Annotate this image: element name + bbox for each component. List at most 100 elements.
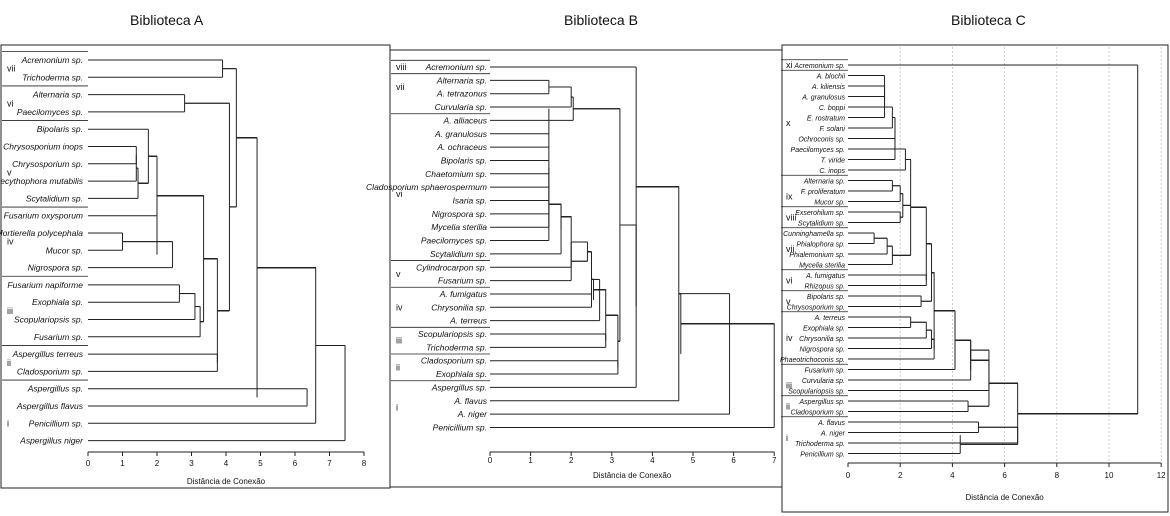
leaf-label-c: Exophiala sp. <box>803 326 845 333</box>
leaf-label-c: Trichoderma sp. <box>795 441 845 448</box>
x-tick-label-a: 2 <box>155 459 160 468</box>
leaf-label-a: Mucor sp. <box>46 245 83 255</box>
title-biblioteca-a: Biblioteca A <box>130 12 204 28</box>
group-label-a-3: iv <box>7 237 14 247</box>
leaf-label-a: Chrysosporium inops <box>3 142 84 152</box>
leaf-label-a: Aspergillus sp. <box>27 384 83 394</box>
leaf-label-b: Paecilomyces sp. <box>421 236 487 246</box>
leaf-label-c: A. terreus <box>814 315 846 322</box>
leaf-label-c: Cunninghamella sp. <box>783 231 845 238</box>
group-label-c-5: vi <box>786 275 793 285</box>
leaf-label-c: Acremonium sp. <box>793 63 845 70</box>
x-tick-label-a: 0 <box>86 459 91 468</box>
group-label-b-0: viii <box>396 62 407 72</box>
x-tick-label-b: 4 <box>650 456 655 465</box>
leaf-label-a: Fusarium oxysporum <box>4 211 83 221</box>
leaf-label-b: A. granulosus <box>434 129 488 139</box>
leaf-label-b: Penicillium sp. <box>433 422 487 432</box>
leaf-label-b: Aspergillus sp. <box>431 382 487 392</box>
x-axis-title-c: Distância de Conexão <box>965 493 1044 502</box>
leaf-label-b: A. ochraceus <box>436 142 487 152</box>
x-tick-label-b: 6 <box>731 456 736 465</box>
leaf-label-c: Rhizopus sp. <box>805 284 846 291</box>
leaf-label-a: Paecilomyces sp. <box>17 107 83 117</box>
x-axis-title-a: Distância de Conexão <box>187 477 266 486</box>
group-label-c-1: x <box>786 118 791 128</box>
x-tick-label-c: 8 <box>1055 471 1060 480</box>
leaf-label-c: A. flavus <box>817 420 845 427</box>
leaf-label-a: Trichoderma sp. <box>22 72 83 82</box>
leaf-label-c: Mucor sp. <box>814 200 845 207</box>
group-label-b-1: vii <box>396 82 405 92</box>
group-label-b-6: ii <box>396 362 400 372</box>
leaf-label-c: F. proliferatum <box>801 189 845 196</box>
leaf-label-a: Aspergillus niger <box>19 436 84 446</box>
group-label-c-7: iv <box>786 333 793 343</box>
group-label-a-5: ii <box>7 358 11 368</box>
leaf-label-a: Aspergillus flavus <box>16 401 84 411</box>
leaf-label-c: Fusarium sp. <box>805 368 846 375</box>
title-biblioteca-b: Biblioteca B <box>564 12 638 28</box>
leaf-label-a: Fusarium sp. <box>34 332 83 342</box>
leaf-label-c: C. inops <box>819 168 845 175</box>
leaf-label-c: Phialemonium sp. <box>789 252 845 259</box>
group-label-c-6: v <box>786 296 791 306</box>
leaf-label-c: A. granulosus <box>801 95 845 102</box>
leaf-label-c: Bipolaris sp. <box>807 294 845 301</box>
group-label-c-0: xi <box>786 60 793 70</box>
x-tick-label-c: 2 <box>898 471 903 480</box>
leaf-label-a: Scytalidium sp. <box>26 193 83 203</box>
x-tick-label-b: 7 <box>772 456 777 465</box>
leaf-label-c: E. rostratum <box>807 116 845 123</box>
leaf-label-b: A. tetrazonus <box>436 89 488 99</box>
group-label-c-3: viii <box>786 212 797 222</box>
leaf-label-b: Mycelia sterilia <box>431 222 487 232</box>
leaf-label-a: Acremonium sp. <box>21 55 83 65</box>
leaf-label-c: A. blochii <box>816 74 846 81</box>
leaf-label-a: Exophiala sp. <box>32 297 83 307</box>
leaf-label-a: Chrysosporium sp. <box>12 159 83 169</box>
leaf-label-c: A. kiliensis <box>811 84 846 91</box>
leaf-label-b: A. alliaceus <box>443 115 488 125</box>
leaf-label-b: Curvularia sp. <box>435 102 487 112</box>
x-tick-label-a: 7 <box>327 459 332 468</box>
x-tick-label-c: 10 <box>1105 471 1114 480</box>
leaf-label-a: Alternaria sp. <box>32 90 83 100</box>
leaf-label-b: Isaria sp. <box>453 196 488 206</box>
leaf-label-c: Nigrospora sp. <box>799 347 845 354</box>
leaf-label-b: Bipolaris sp. <box>441 155 487 165</box>
x-tick-label-a: 1 <box>120 459 125 468</box>
panel-c-frame <box>781 44 1169 513</box>
leaf-label-b: Cladosporium sphaerospermum <box>366 182 487 192</box>
leaf-label-a: Cladosporium sp. <box>17 366 83 376</box>
leaf-label-c: F. solani <box>819 126 845 133</box>
leaf-label-a: Nigrospora sp. <box>28 263 83 273</box>
leaf-label-b: A. flavus <box>453 396 487 406</box>
leaf-label-b: A. terreus <box>449 316 488 326</box>
group-label-c-8: iii <box>786 380 792 390</box>
leaf-label-c: Chrysosporium sp. <box>787 305 845 312</box>
x-tick-label-a: 5 <box>258 459 263 468</box>
x-tick-label-b: 0 <box>488 456 493 465</box>
x-tick-label-a: 3 <box>189 459 194 468</box>
x-tick-label-c: 12 <box>1157 471 1166 480</box>
leaf-label-c: Cladosporium sp. <box>791 410 846 417</box>
leaf-label-a: Scopulariopsis sp. <box>14 315 83 325</box>
leaf-label-b: Nigrospora sp. <box>432 209 487 219</box>
x-tick-label-b: 2 <box>569 456 574 465</box>
group-label-b-4: iv <box>396 302 403 312</box>
leaf-label-b: Cladosporium sp. <box>421 356 487 366</box>
leaf-label-b: A. fumigatus <box>439 289 488 299</box>
group-label-b-3: v <box>396 269 401 279</box>
leaf-label-b: Scopulariopsis sp. <box>418 329 487 339</box>
leaf-label-b: Chaetomium sp. <box>425 169 487 179</box>
leaf-label-c: Ochroconis sp. <box>798 137 845 144</box>
group-label-b-5: iii <box>396 336 402 346</box>
leaf-label-c: A. fumigatus <box>805 273 845 280</box>
leaf-label-a: Fusarium napiforme <box>7 280 83 290</box>
leaf-label-a: Penicillium sp. <box>29 418 83 428</box>
leaf-label-b: Chrysonilia sp. <box>431 302 487 312</box>
